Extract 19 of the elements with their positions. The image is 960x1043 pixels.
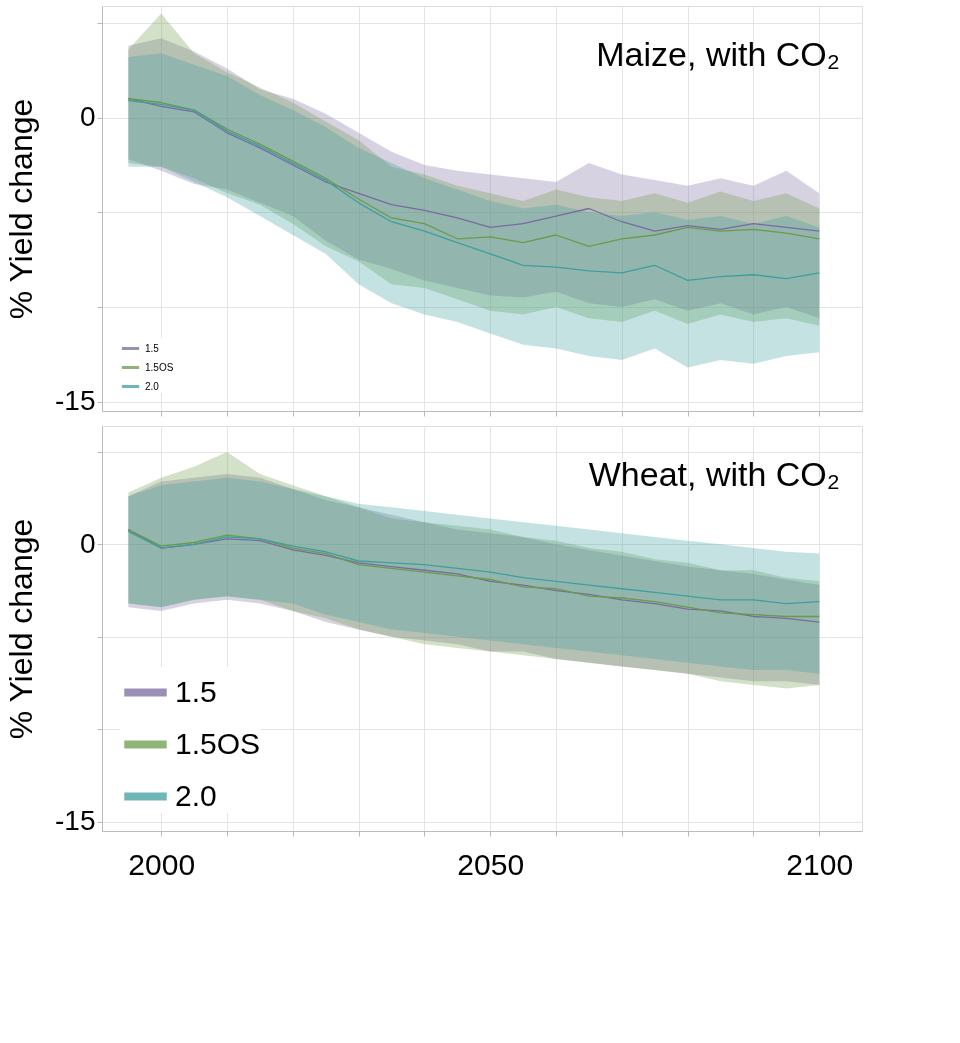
text: Maize, with CO₂ bbox=[596, 35, 840, 73]
legend-label: 1.5OS bbox=[145, 361, 174, 373]
text: Wheat, with CO₂ bbox=[588, 455, 840, 493]
line-series bbox=[127, 99, 820, 282]
line-series bbox=[127, 530, 820, 605]
y-tick-label: 0 bbox=[79, 101, 96, 133]
legend-label: 1.5 bbox=[145, 342, 160, 354]
legend-label: 2.0 bbox=[175, 778, 217, 812]
legend-label: 2.0 bbox=[145, 380, 160, 392]
legend-label: 1.5 bbox=[175, 674, 217, 708]
y-axis-title: % Yield change bbox=[3, 518, 40, 740]
legend-label: 1.5OS bbox=[175, 726, 261, 760]
x-tick-label: 2050 bbox=[457, 847, 525, 881]
y-tick-label: 0 bbox=[79, 527, 96, 559]
x-tick-label: 2100 bbox=[786, 847, 854, 881]
y-axis-title: % Yield change bbox=[3, 98, 40, 320]
x-tick-label: 2000 bbox=[128, 847, 196, 881]
y-tick-label: -15 bbox=[55, 805, 96, 837]
y-tick-label: -15 bbox=[55, 385, 96, 417]
